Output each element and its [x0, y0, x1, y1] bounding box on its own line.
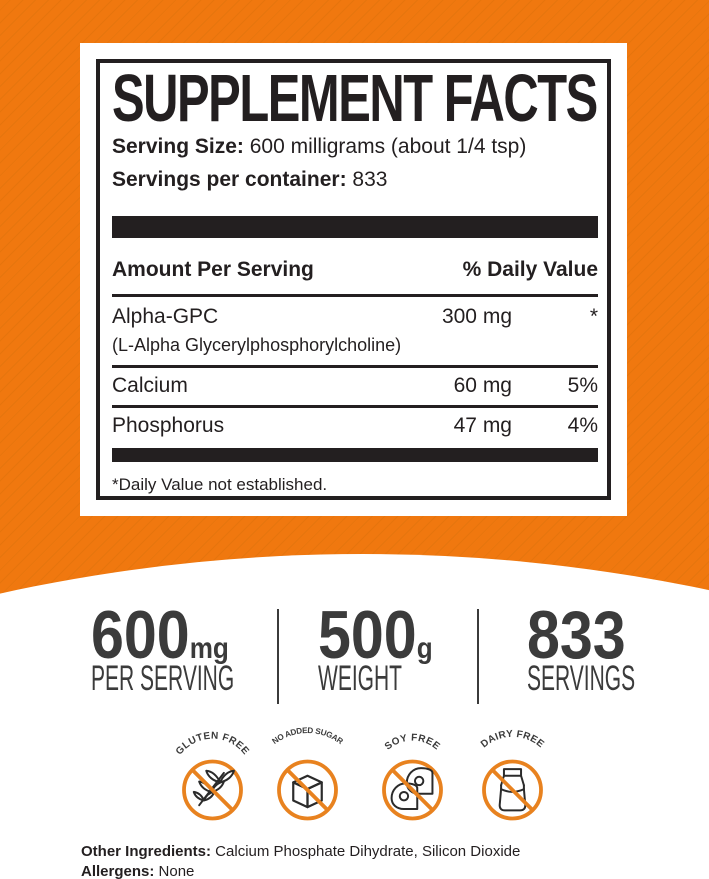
svg-text:GLUTEN FREE: GLUTEN FREE [174, 731, 251, 758]
svg-text:SOY FREE: SOY FREE [383, 732, 442, 752]
